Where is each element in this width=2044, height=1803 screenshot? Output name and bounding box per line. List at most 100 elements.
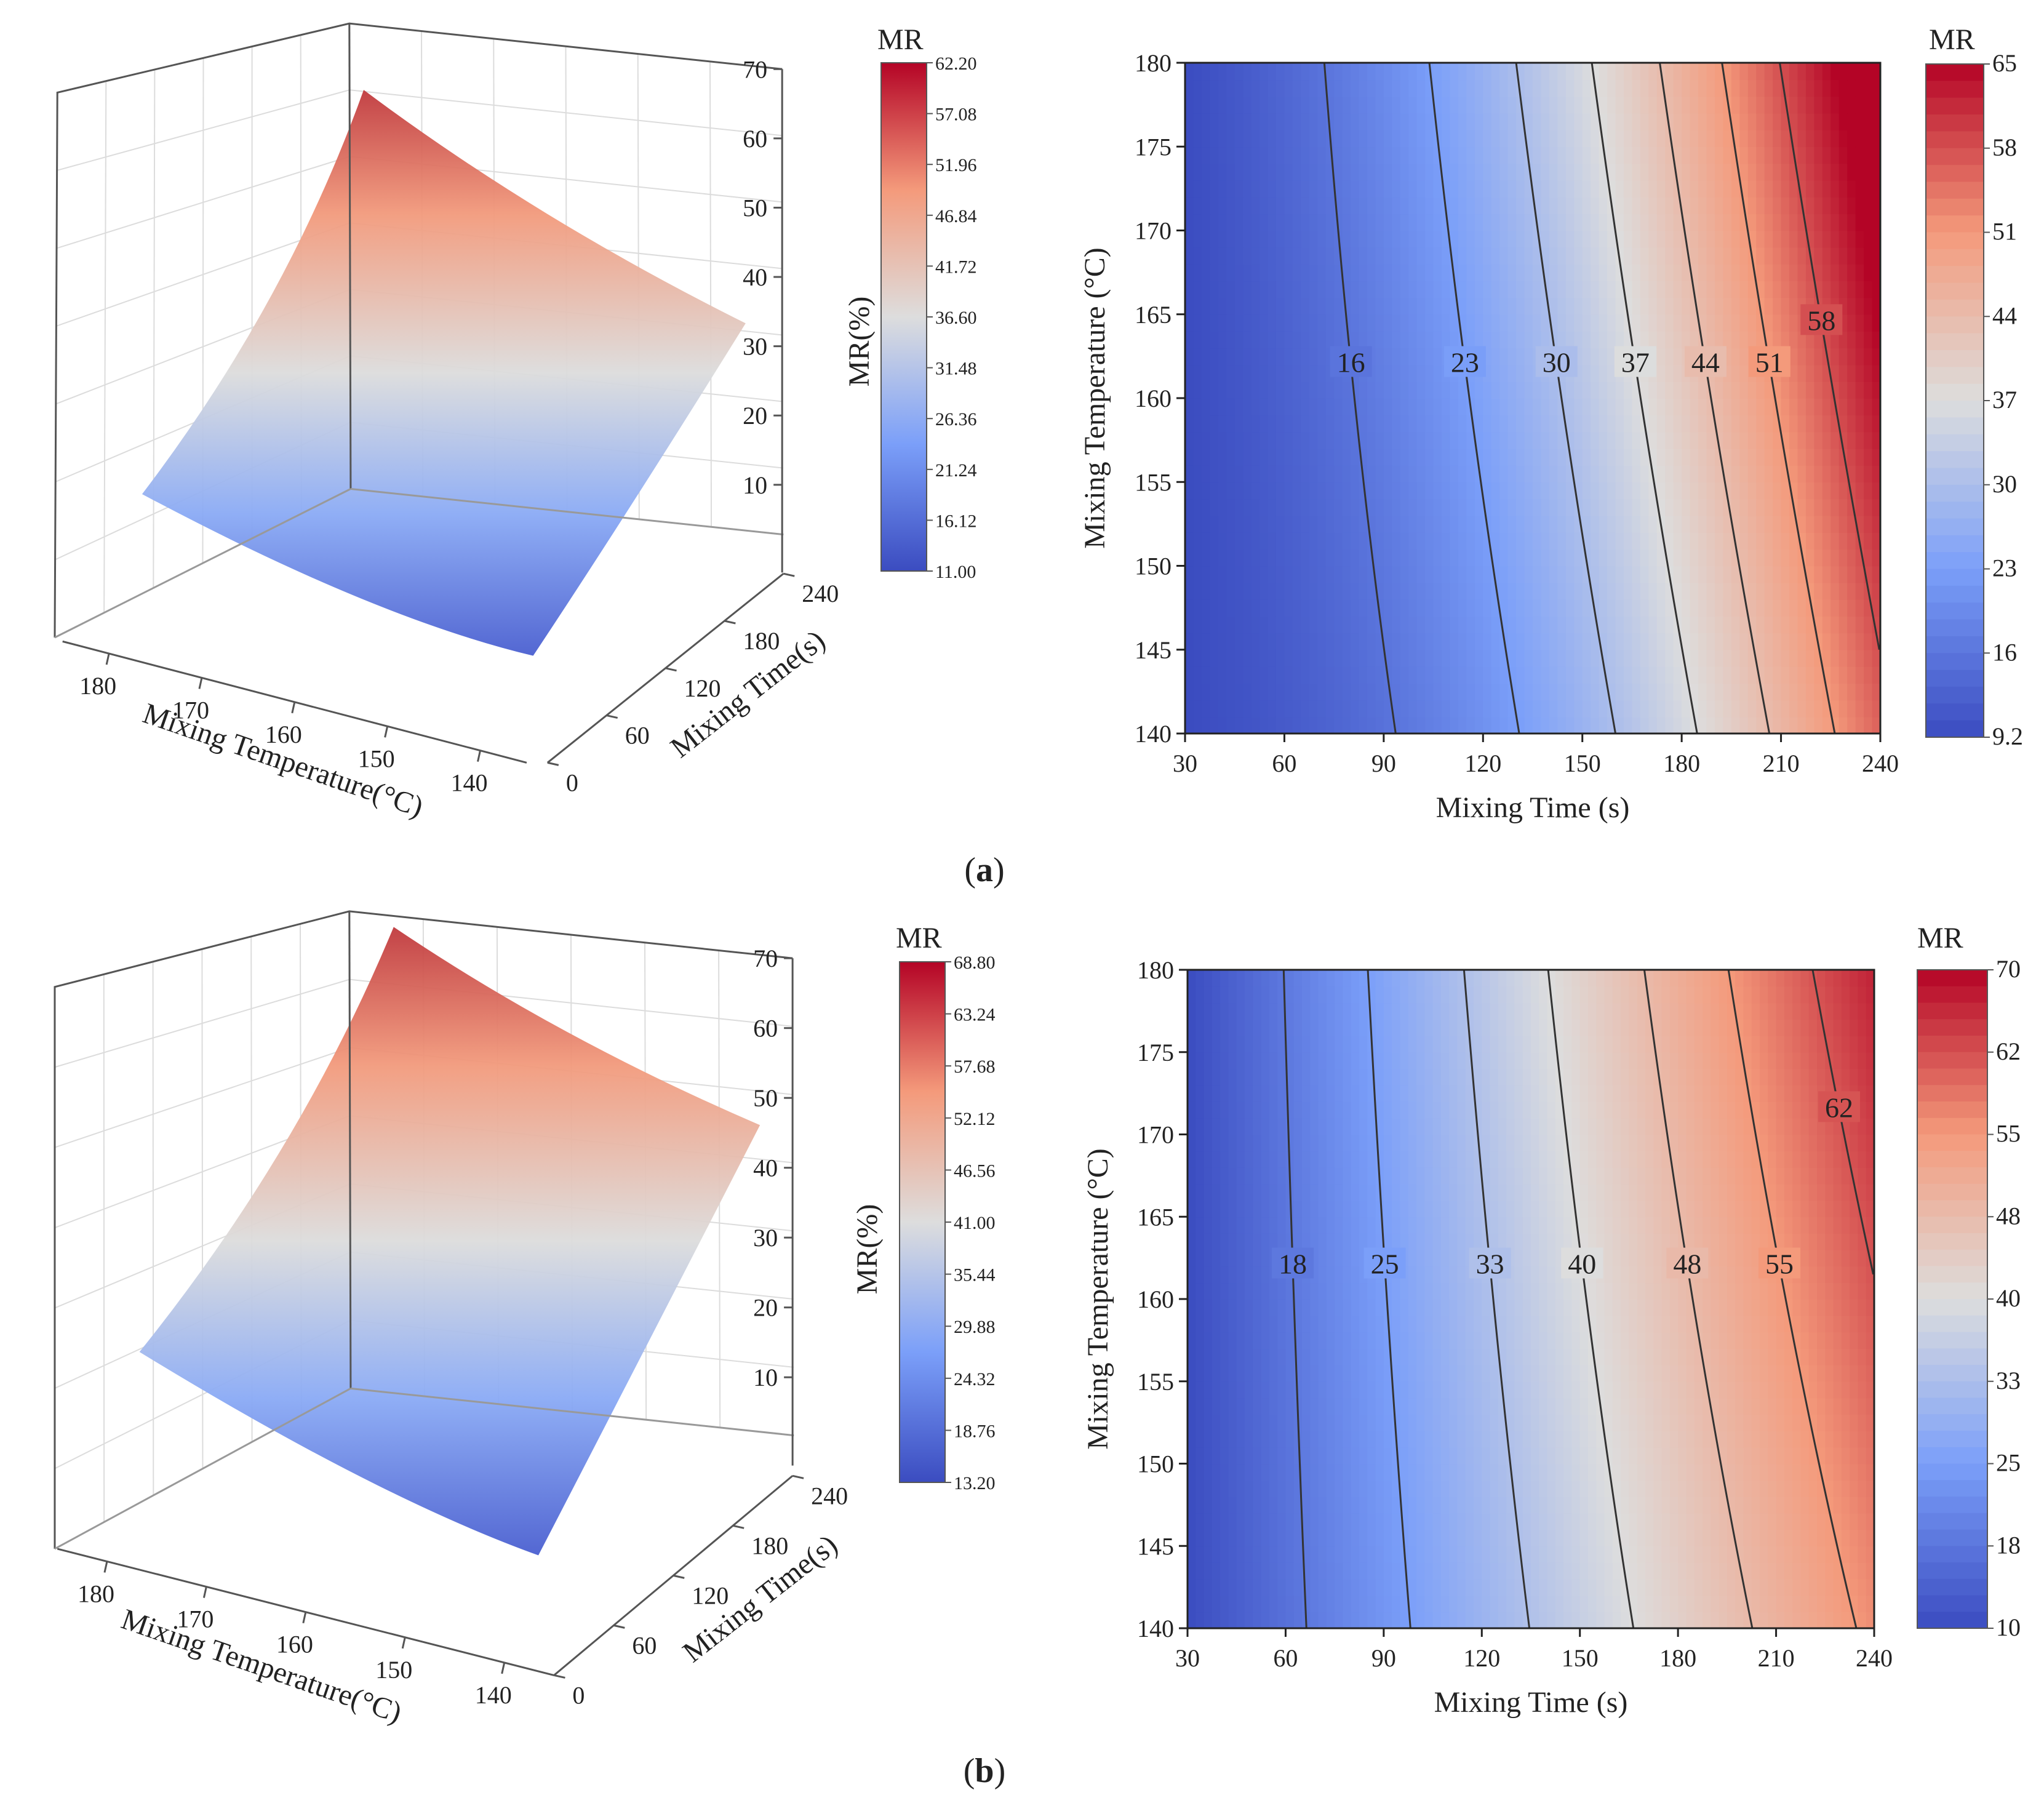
contour-cell-a — [1731, 482, 1741, 500]
contour-cell-a — [1615, 113, 1624, 130]
contour-cell-b — [1228, 1085, 1237, 1102]
contour-cell-a — [1557, 96, 1567, 114]
contour-cell-a — [1764, 649, 1773, 667]
z-tick-label-a: 50 — [743, 194, 767, 222]
contour-cell-b — [1416, 1315, 1426, 1333]
contour-cell-a — [1408, 63, 1418, 81]
contour-cell-a — [1814, 566, 1823, 583]
contour-cell-a — [1781, 130, 1790, 148]
colorbar-band-a — [1926, 569, 1984, 586]
contour-cell-a — [1325, 716, 1335, 734]
contour-cell-a — [1640, 146, 1650, 164]
contour-cell-a — [1714, 515, 1724, 533]
contour-cell-a — [1474, 297, 1484, 315]
contour-cell-a — [1260, 281, 1269, 298]
contour-cell-b — [1383, 1134, 1392, 1152]
contour-cell-a — [1822, 582, 1832, 600]
contour-cell-a — [1739, 130, 1749, 148]
contour-cell-a — [1367, 415, 1376, 433]
contour-cell-b — [1432, 1414, 1442, 1431]
contour-cell-a — [1557, 264, 1567, 282]
contour-cell-a — [1805, 532, 1815, 550]
contour-cell-b — [1318, 1332, 1327, 1349]
contour-cell-b — [1335, 1019, 1344, 1036]
contour-cell-a — [1847, 381, 1856, 399]
contour-cell-a — [1201, 666, 1211, 684]
contour-cell-a — [1351, 448, 1360, 466]
contour-cell-b — [1293, 1365, 1303, 1382]
contour-cell-b — [1392, 1497, 1401, 1514]
contour-cell-b — [1335, 1315, 1344, 1333]
contour-cell-a — [1830, 281, 1840, 298]
contour-cell-a — [1499, 281, 1509, 298]
contour-cell-b — [1261, 1036, 1270, 1053]
contour-cell-b — [1351, 1151, 1360, 1168]
contour-cell-b — [1449, 1348, 1458, 1365]
contour-cell-a — [1830, 331, 1840, 349]
contour-cell-b — [1220, 1233, 1229, 1250]
contour-cell-b — [1261, 1529, 1270, 1547]
contour-cell-a — [1814, 247, 1823, 265]
contour-cell-a — [1243, 633, 1252, 650]
contour-cell-a — [1516, 549, 1525, 567]
contour-cell-b — [1343, 1562, 1352, 1580]
contour-cell-a — [1268, 247, 1277, 265]
contour-cell-b — [1326, 1463, 1335, 1481]
contour-cell-a — [1739, 616, 1749, 634]
contour-cell-b — [1432, 1497, 1442, 1514]
contour-cell-a — [1185, 79, 1194, 97]
contour-cell-a — [1764, 448, 1773, 466]
contour-cell-b — [1408, 1068, 1417, 1086]
contour-cell-a — [1673, 515, 1682, 533]
contour-cell-b — [1343, 1497, 1352, 1514]
contour-cell-a — [1524, 264, 1533, 282]
contour-cell-b — [1204, 1348, 1213, 1365]
contour-cell-a — [1747, 465, 1757, 483]
contour-cell-a — [1682, 599, 1691, 617]
contour-cell-b — [1400, 1183, 1409, 1201]
contour-cell-a — [1533, 498, 1542, 516]
contour-cell-b — [1367, 1299, 1376, 1316]
contour-cell-a — [1814, 264, 1823, 282]
contour-cell-a — [1747, 96, 1757, 114]
contour-cell-b — [1212, 1447, 1221, 1465]
contour-cell-b — [1351, 1183, 1360, 1201]
contour-cell-a — [1367, 130, 1376, 148]
contour-cell-a — [1557, 700, 1567, 718]
contour-cell-a — [1830, 197, 1840, 215]
contour-cell-a — [1640, 566, 1650, 583]
contour-cell-a — [1375, 314, 1384, 332]
contour-cell-a — [1474, 716, 1484, 734]
contour-cell-a — [1383, 515, 1393, 533]
contour-cell-a — [1499, 163, 1509, 181]
contour-cell-a — [1351, 566, 1360, 583]
contour-cell-a — [1483, 465, 1492, 483]
contour-cell-b — [1220, 1019, 1229, 1036]
contour-cell-a — [1317, 465, 1327, 483]
contour-cell-a — [1276, 566, 1285, 583]
contour-cell-a — [1450, 649, 1459, 667]
contour-cell-a — [1682, 700, 1691, 718]
contour-cell-b — [1392, 1151, 1401, 1168]
contour-cell-a — [1416, 230, 1426, 248]
contour-cell-a — [1557, 683, 1567, 701]
contour-cell-a — [1301, 180, 1310, 198]
contour-cell-a — [1334, 448, 1343, 466]
contour-cell-a — [1673, 230, 1682, 248]
contour-cell-b — [1335, 1002, 1344, 1020]
contour-cell-a — [1805, 415, 1815, 433]
contour-cell-a — [1805, 649, 1815, 667]
contour-cell-a — [1309, 364, 1319, 382]
contour-cell-a — [1416, 63, 1426, 81]
contour-cell-a — [1458, 633, 1467, 650]
contour-cell-a — [1747, 582, 1757, 600]
contour-cell-a — [1822, 281, 1832, 298]
contour-cell-a — [1483, 197, 1492, 215]
contour-cell-b — [1220, 986, 1229, 1004]
contour-cell-a — [1582, 297, 1591, 315]
contour-cell-a — [1201, 348, 1211, 366]
contour-cell-b — [1432, 1546, 1442, 1563]
contour-cell-b — [1392, 1134, 1401, 1152]
contour-cell-a — [1524, 214, 1533, 231]
